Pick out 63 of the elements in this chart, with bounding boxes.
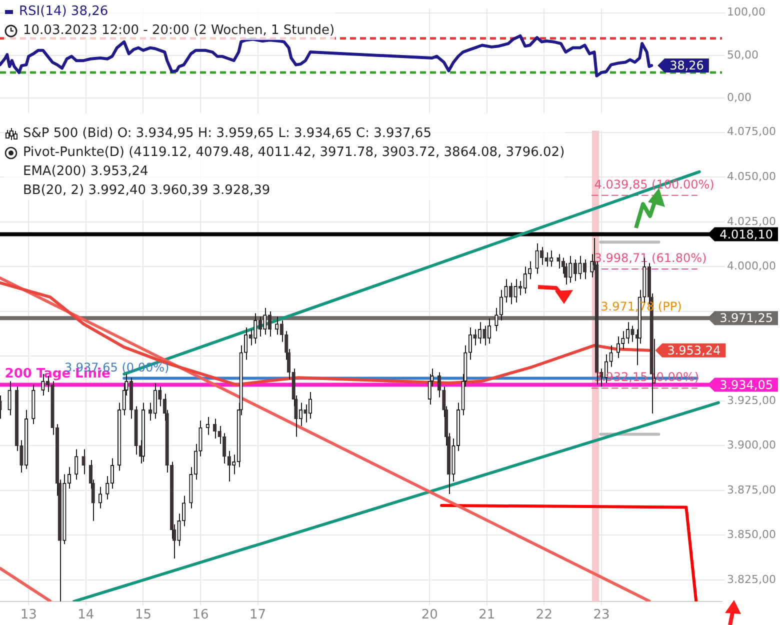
- annotation: Pivot-Punkte(D) (4119.12, 4079.48, 4011.42, 3971.78, 3903.72, 3864.08, 3796.02): [23, 144, 565, 162]
- y-tick-label: 3.875,00: [727, 483, 776, 496]
- y-tick-label: 4.050,00: [727, 170, 776, 183]
- annotation: 3.998,71 (61.80%): [594, 251, 707, 266]
- candlestick: [468, 327, 472, 360]
- candlestick: [244, 327, 248, 360]
- candlestick: [263, 307, 267, 336]
- x-tick-label: 17: [250, 608, 266, 623]
- candlestick: [609, 344, 613, 368]
- candlestick: [98, 486, 102, 509]
- candlestick: [523, 266, 527, 294]
- candlestick: [568, 255, 572, 284]
- y-tick-label: 0,00: [727, 90, 752, 104]
- x-tick-label: 21: [478, 608, 496, 623]
- annotation: EMA(200) 3.953,24: [23, 163, 148, 181]
- candlestick: [508, 282, 513, 305]
- y-tick-label: 3.900,00: [727, 438, 776, 452]
- y-tick-label: 3.850,00: [727, 528, 776, 542]
- candlestick: [494, 307, 498, 332]
- ref-line-label: 3.971,25: [720, 311, 773, 326]
- candlestick: [540, 246, 544, 266]
- x-tick-label: 14: [78, 608, 94, 623]
- candlestick: [153, 382, 157, 420]
- candlestick: [280, 320, 284, 342]
- candlestick: [573, 258, 578, 282]
- data-label: 3.953,24: [667, 343, 721, 358]
- y-tick-label: 4.075,00: [727, 125, 776, 138]
- candlestick: [32, 384, 36, 425]
- y-tick-label: 3.825,00: [727, 572, 776, 586]
- data-label: 38,26: [670, 58, 704, 73]
- candlestick: [514, 278, 518, 303]
- text: 10.03.2023 12:00 - 20:00 (2 Wochen, 1 Stunde): [23, 22, 335, 40]
- candlestick: [308, 391, 312, 420]
- candlestick: [535, 242, 539, 274]
- candlestick: [74, 448, 78, 480]
- x-tick-label: 23: [593, 608, 610, 623]
- candlestick: [499, 289, 504, 321]
- ref-line-label: 4.018,10: [720, 227, 773, 242]
- candlestick: [198, 420, 202, 457]
- candlestick: [504, 278, 508, 303]
- x-tick-label: 15: [134, 608, 152, 623]
- x-tick-label: 22: [536, 608, 552, 623]
- annotation: BB(20, 2) 3.992,40 3.960,39 3.928,39: [23, 182, 270, 200]
- candlestick: [82, 448, 86, 475]
- candlestick: [24, 409, 28, 470]
- annotation: 3.932,15 (0.00%): [594, 370, 700, 384]
- x-tick-label: 16: [192, 608, 209, 623]
- candlestick: [254, 312, 258, 344]
- x-tick-label: 20: [421, 608, 438, 623]
- candlestick: [437, 372, 441, 398]
- chart-title: RSI(14) 38,26: [19, 3, 108, 21]
- candlestick: [268, 310, 272, 337]
- candlestick: [8, 380, 12, 416]
- y-tick-label: 50,00: [727, 48, 758, 62]
- y-tick-label: 3.925,00: [727, 394, 776, 407]
- x-tick-label: 13: [20, 608, 37, 623]
- y-tick-label: 4.000,00: [727, 260, 776, 273]
- y-tick-label: 100,00: [727, 6, 766, 19]
- chart-title: S&P 500 (Bid) O: 3.934,95 H: 3.959,65 L: 3.934,65 C: 3.937,65: [23, 125, 432, 143]
- candlestick: [582, 258, 587, 280]
- y-tick-label: 4.025,00: [727, 214, 776, 228]
- candlestick: [578, 255, 582, 280]
- ref-line-label: 3.934,05: [720, 378, 773, 392]
